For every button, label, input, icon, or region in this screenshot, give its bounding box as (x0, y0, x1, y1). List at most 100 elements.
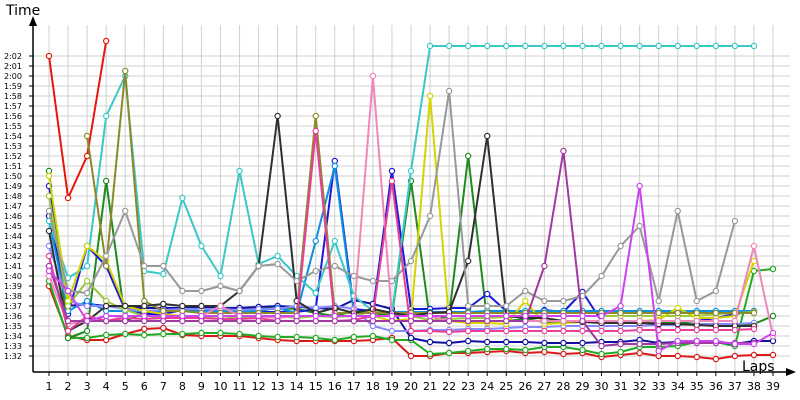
y-tick-label: 1:34 (4, 332, 22, 341)
data-point (369, 72, 377, 80)
x-tick-label: 6 (141, 380, 148, 393)
data-point (445, 87, 453, 95)
data-point (83, 334, 91, 342)
data-point (464, 347, 472, 355)
data-point (274, 260, 281, 268)
data-point (198, 329, 205, 337)
y-tick-label: 2:02 (4, 52, 22, 61)
data-point (579, 339, 586, 347)
data-point (560, 339, 567, 347)
data-point (541, 312, 548, 320)
data-point (45, 172, 53, 180)
data-point (102, 312, 110, 320)
data-point (426, 212, 434, 220)
data-point (674, 207, 681, 215)
data-point (179, 194, 186, 202)
data-point (750, 42, 758, 50)
data-point (655, 317, 662, 325)
data-point (350, 312, 358, 320)
y-tick-label: 1:42 (4, 252, 22, 261)
data-point (160, 270, 167, 278)
x-tick-label: 27 (537, 380, 551, 393)
data-point (693, 42, 700, 50)
data-point (217, 312, 224, 320)
y-tick-label: 1:53 (4, 142, 22, 151)
data-point (388, 177, 396, 185)
data-point (617, 309, 624, 317)
y-tick-label: 1:52 (4, 152, 22, 161)
data-point (484, 302, 491, 310)
data-point (484, 132, 491, 140)
data-point (712, 326, 720, 334)
data-point (426, 312, 434, 320)
data-point (388, 167, 396, 175)
data-point (160, 300, 167, 308)
data-point (636, 349, 643, 357)
data-point (445, 312, 453, 320)
data-point (484, 312, 491, 320)
data-point (541, 42, 548, 50)
y-tick-labels: 1:321:331:341:351:361:371:381:391:401:41… (4, 52, 22, 361)
y-tick-label: 1:32 (4, 352, 22, 361)
data-point (636, 42, 643, 50)
data-point (426, 350, 434, 358)
data-point (731, 352, 739, 360)
data-point (579, 346, 586, 354)
y-tick-label: 1:59 (4, 82, 22, 91)
data-point (484, 338, 491, 346)
x-tick-label: 39 (766, 380, 780, 393)
data-point (350, 333, 358, 341)
data-point (655, 297, 662, 305)
x-tick-label: 33 (652, 380, 666, 393)
data-point (407, 334, 415, 342)
y-tick-label: 1:51 (4, 162, 22, 171)
data-point (560, 350, 567, 358)
y-tick-label: 1:39 (4, 282, 22, 291)
data-point (236, 312, 243, 320)
x-axis-label: Laps (742, 359, 775, 375)
data-point (388, 312, 396, 320)
data-point (274, 112, 281, 120)
x-tick-label: 24 (480, 380, 494, 393)
y-tick-label: 1:40 (4, 272, 22, 281)
x-axis-arrow (786, 368, 796, 376)
data-point (83, 302, 91, 310)
data-point (541, 262, 548, 270)
data-point (769, 329, 777, 337)
data-point (617, 340, 624, 348)
data-point (712, 355, 720, 363)
y-axis-label: Time (5, 3, 40, 19)
data-point (45, 227, 53, 235)
data-point (312, 237, 319, 245)
data-point (503, 302, 510, 310)
x-tick-label: 14 (290, 380, 304, 393)
series-line (45, 92, 758, 328)
data-point (541, 339, 548, 347)
data-point (255, 262, 262, 270)
y-tick-label: 1:56 (4, 112, 22, 121)
data-point (198, 242, 205, 250)
data-point (598, 342, 605, 350)
data-point (617, 327, 624, 335)
data-point (769, 351, 777, 359)
data-point (83, 262, 91, 270)
data-point (388, 336, 396, 344)
data-point (179, 287, 186, 295)
data-point (331, 312, 338, 320)
x-tick-label: 25 (499, 380, 513, 393)
data-point (769, 312, 777, 320)
data-point (255, 332, 262, 340)
data-point (598, 312, 605, 320)
y-axis-arrow (29, 16, 37, 26)
y-tick-label: 1:36 (4, 312, 22, 321)
x-tick-label: 29 (575, 380, 589, 393)
series-path (48, 95, 755, 325)
data-point (636, 326, 643, 334)
data-point (484, 345, 491, 353)
data-point (102, 302, 110, 310)
data-point (503, 42, 510, 50)
data-point (541, 327, 548, 335)
data-point (122, 330, 129, 338)
data-point (503, 312, 510, 320)
